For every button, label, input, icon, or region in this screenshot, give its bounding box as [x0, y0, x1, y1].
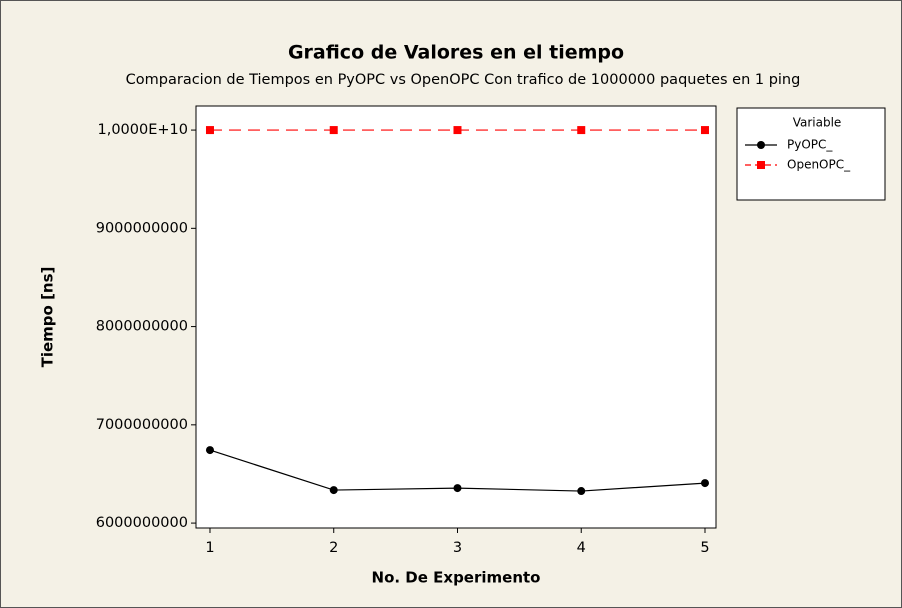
chart-subtitle: Comparacion de Tiempos en PyOPC vs OpenO… — [126, 72, 801, 88]
legend-box — [736, 107, 886, 201]
data-point — [205, 126, 214, 135]
legend-label: OpenOPC_ — [787, 158, 851, 172]
y-tick-label: 1,0000E+10 — [98, 122, 189, 138]
x-tick-label: 3 — [453, 540, 462, 556]
data-point — [453, 484, 462, 493]
y-tick-label: 6000000000 — [96, 515, 188, 531]
data-point — [329, 486, 338, 495]
legend-marker — [757, 141, 765, 149]
data-point — [329, 126, 338, 135]
data-point — [577, 487, 586, 496]
chart-title: Grafico de Valores en el tiempo — [288, 42, 624, 64]
x-tick-label: 2 — [329, 540, 338, 556]
data-point — [453, 126, 462, 135]
data-point — [577, 126, 586, 135]
y-tick-label: 7000000000 — [96, 417, 188, 433]
plot-area — [195, 105, 717, 529]
y-axis-label: Tiempo [ns] — [39, 267, 57, 368]
data-point — [205, 446, 214, 455]
legend-label: PyOPC_ — [787, 138, 833, 152]
x-tick-label: 5 — [700, 540, 709, 556]
y-tick-label: 9000000000 — [96, 220, 188, 236]
x-axis-label: No. De Experimento — [372, 569, 541, 587]
x-tick-label: 1 — [205, 540, 214, 556]
data-point — [700, 126, 709, 135]
y-tick-label: 8000000000 — [96, 319, 188, 335]
legend-marker — [757, 161, 765, 169]
data-point — [700, 479, 709, 488]
x-tick-label: 4 — [577, 540, 586, 556]
legend-title: Variable — [793, 116, 842, 130]
